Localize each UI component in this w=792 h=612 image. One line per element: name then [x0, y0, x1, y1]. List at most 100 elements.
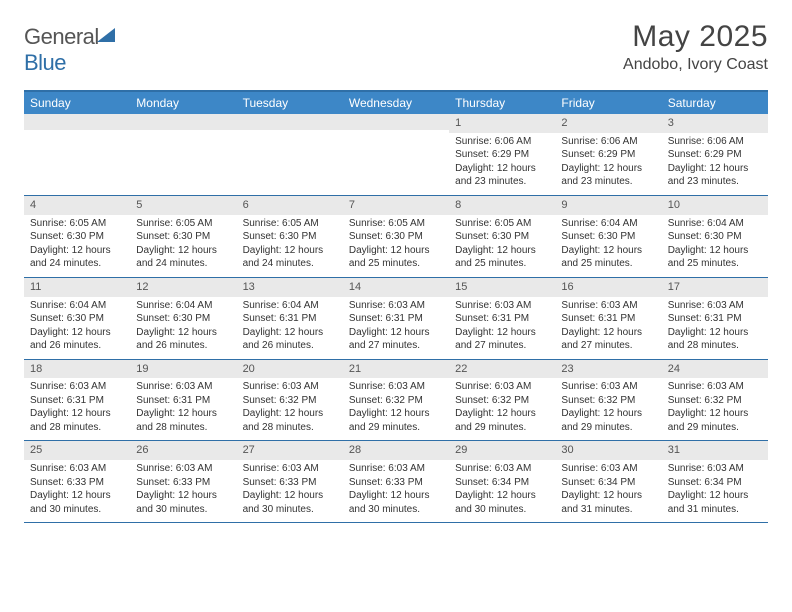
day-cell: [343, 114, 449, 195]
weekday-header: Wednesday: [343, 92, 449, 114]
day-cell: 10Sunrise: 6:04 AMSunset: 6:30 PMDayligh…: [662, 196, 768, 277]
day-cell: 26Sunrise: 6:03 AMSunset: 6:33 PMDayligh…: [130, 441, 236, 522]
day-number: 10: [662, 196, 768, 215]
daylight-text: Daylight: 12 hours and 28 minutes.: [668, 326, 762, 353]
daylight-text: Daylight: 12 hours and 26 minutes.: [243, 326, 337, 353]
sunrise-text: Sunrise: 6:03 AM: [561, 462, 655, 476]
title-block: May 2025 Andobo, Ivory Coast: [623, 20, 768, 74]
day-number: 20: [237, 360, 343, 379]
day-cell: 1Sunrise: 6:06 AMSunset: 6:29 PMDaylight…: [449, 114, 555, 195]
day-number: 2: [555, 114, 661, 133]
day-details: Sunrise: 6:03 AMSunset: 6:31 PMDaylight:…: [130, 378, 236, 440]
day-details: Sunrise: 6:05 AMSunset: 6:30 PMDaylight:…: [343, 215, 449, 277]
sunrise-text: Sunrise: 6:03 AM: [349, 299, 443, 313]
daylight-text: Daylight: 12 hours and 27 minutes.: [349, 326, 443, 353]
sunrise-text: Sunrise: 6:03 AM: [668, 380, 762, 394]
day-number: 30: [555, 441, 661, 460]
week-row: 25Sunrise: 6:03 AMSunset: 6:33 PMDayligh…: [24, 441, 768, 523]
weekday-header: Monday: [130, 92, 236, 114]
day-cell: 7Sunrise: 6:05 AMSunset: 6:30 PMDaylight…: [343, 196, 449, 277]
day-number: 18: [24, 360, 130, 379]
day-details: Sunrise: 6:03 AMSunset: 6:31 PMDaylight:…: [555, 297, 661, 359]
day-number: [237, 114, 343, 130]
day-number: 11: [24, 278, 130, 297]
day-number: 6: [237, 196, 343, 215]
day-cell: 30Sunrise: 6:03 AMSunset: 6:34 PMDayligh…: [555, 441, 661, 522]
day-details: Sunrise: 6:03 AMSunset: 6:34 PMDaylight:…: [662, 460, 768, 522]
day-details: Sunrise: 6:06 AMSunset: 6:29 PMDaylight:…: [662, 133, 768, 195]
day-cell: 22Sunrise: 6:03 AMSunset: 6:32 PMDayligh…: [449, 360, 555, 441]
daylight-text: Daylight: 12 hours and 23 minutes.: [668, 162, 762, 189]
day-details: Sunrise: 6:04 AMSunset: 6:30 PMDaylight:…: [24, 297, 130, 359]
sunrise-text: Sunrise: 6:06 AM: [668, 135, 762, 149]
day-details: Sunrise: 6:03 AMSunset: 6:33 PMDaylight:…: [237, 460, 343, 522]
day-cell: [130, 114, 236, 195]
sunset-text: Sunset: 6:31 PM: [30, 394, 124, 408]
weeks-container: 1Sunrise: 6:06 AMSunset: 6:29 PMDaylight…: [24, 114, 768, 523]
day-cell: 14Sunrise: 6:03 AMSunset: 6:31 PMDayligh…: [343, 278, 449, 359]
day-details: Sunrise: 6:05 AMSunset: 6:30 PMDaylight:…: [449, 215, 555, 277]
daylight-text: Daylight: 12 hours and 25 minutes.: [561, 244, 655, 271]
sunset-text: Sunset: 6:32 PM: [455, 394, 549, 408]
day-cell: 8Sunrise: 6:05 AMSunset: 6:30 PMDaylight…: [449, 196, 555, 277]
daylight-text: Daylight: 12 hours and 29 minutes.: [561, 407, 655, 434]
weekday-header: Tuesday: [237, 92, 343, 114]
day-cell: 19Sunrise: 6:03 AMSunset: 6:31 PMDayligh…: [130, 360, 236, 441]
sunrise-text: Sunrise: 6:04 AM: [30, 299, 124, 313]
logo-text: General Blue: [24, 24, 115, 76]
daylight-text: Daylight: 12 hours and 29 minutes.: [349, 407, 443, 434]
sunset-text: Sunset: 6:33 PM: [243, 476, 337, 490]
day-cell: 12Sunrise: 6:04 AMSunset: 6:30 PMDayligh…: [130, 278, 236, 359]
sunrise-text: Sunrise: 6:03 AM: [243, 462, 337, 476]
day-details: Sunrise: 6:03 AMSunset: 6:31 PMDaylight:…: [449, 297, 555, 359]
day-number: 21: [343, 360, 449, 379]
daylight-text: Daylight: 12 hours and 23 minutes.: [455, 162, 549, 189]
day-cell: 17Sunrise: 6:03 AMSunset: 6:31 PMDayligh…: [662, 278, 768, 359]
day-number: [130, 114, 236, 130]
daylight-text: Daylight: 12 hours and 25 minutes.: [668, 244, 762, 271]
day-details: Sunrise: 6:03 AMSunset: 6:32 PMDaylight:…: [343, 378, 449, 440]
day-details: [343, 130, 449, 188]
sunrise-text: Sunrise: 6:03 AM: [455, 380, 549, 394]
daylight-text: Daylight: 12 hours and 23 minutes.: [561, 162, 655, 189]
sunrise-text: Sunrise: 6:05 AM: [349, 217, 443, 231]
sunset-text: Sunset: 6:31 PM: [455, 312, 549, 326]
daylight-text: Daylight: 12 hours and 30 minutes.: [243, 489, 337, 516]
weekday-header: Friday: [555, 92, 661, 114]
day-details: [24, 130, 130, 188]
sunrise-text: Sunrise: 6:03 AM: [136, 462, 230, 476]
week-row: 11Sunrise: 6:04 AMSunset: 6:30 PMDayligh…: [24, 278, 768, 360]
daylight-text: Daylight: 12 hours and 29 minutes.: [668, 407, 762, 434]
weekday-header: Saturday: [662, 92, 768, 114]
sunrise-text: Sunrise: 6:04 AM: [561, 217, 655, 231]
sunset-text: Sunset: 6:31 PM: [668, 312, 762, 326]
day-number: 27: [237, 441, 343, 460]
sunset-text: Sunset: 6:33 PM: [30, 476, 124, 490]
sunset-text: Sunset: 6:30 PM: [136, 312, 230, 326]
day-details: Sunrise: 6:04 AMSunset: 6:30 PMDaylight:…: [555, 215, 661, 277]
sunset-text: Sunset: 6:30 PM: [30, 230, 124, 244]
weekday-header: Thursday: [449, 92, 555, 114]
sunset-text: Sunset: 6:30 PM: [561, 230, 655, 244]
day-cell: 5Sunrise: 6:05 AMSunset: 6:30 PMDaylight…: [130, 196, 236, 277]
sunset-text: Sunset: 6:33 PM: [349, 476, 443, 490]
sunset-text: Sunset: 6:34 PM: [455, 476, 549, 490]
daylight-text: Daylight: 12 hours and 26 minutes.: [30, 326, 124, 353]
logo: General Blue: [24, 20, 115, 76]
sunset-text: Sunset: 6:32 PM: [349, 394, 443, 408]
sunset-text: Sunset: 6:31 PM: [136, 394, 230, 408]
sunrise-text: Sunrise: 6:03 AM: [561, 380, 655, 394]
day-details: Sunrise: 6:06 AMSunset: 6:29 PMDaylight:…: [555, 133, 661, 195]
sunrise-text: Sunrise: 6:03 AM: [668, 462, 762, 476]
sunrise-text: Sunrise: 6:05 AM: [243, 217, 337, 231]
daylight-text: Daylight: 12 hours and 29 minutes.: [455, 407, 549, 434]
sunrise-text: Sunrise: 6:04 AM: [136, 299, 230, 313]
sunset-text: Sunset: 6:31 PM: [243, 312, 337, 326]
sunset-text: Sunset: 6:29 PM: [668, 148, 762, 162]
daylight-text: Daylight: 12 hours and 28 minutes.: [136, 407, 230, 434]
daylight-text: Daylight: 12 hours and 27 minutes.: [455, 326, 549, 353]
day-cell: 15Sunrise: 6:03 AMSunset: 6:31 PMDayligh…: [449, 278, 555, 359]
day-cell: 18Sunrise: 6:03 AMSunset: 6:31 PMDayligh…: [24, 360, 130, 441]
daylight-text: Daylight: 12 hours and 26 minutes.: [136, 326, 230, 353]
day-cell: 4Sunrise: 6:05 AMSunset: 6:30 PMDaylight…: [24, 196, 130, 277]
